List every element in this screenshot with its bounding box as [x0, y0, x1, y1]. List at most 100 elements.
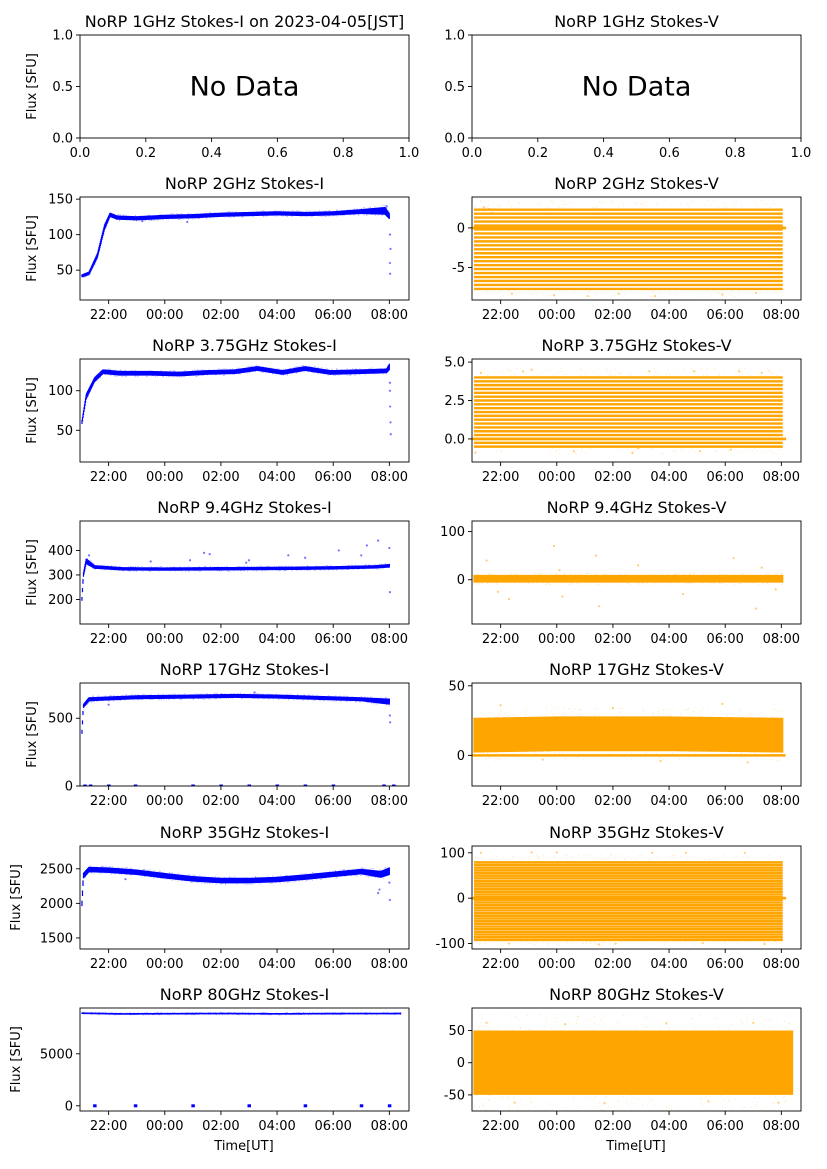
data-zero-mark — [247, 1104, 251, 1108]
x-tick-label: 04:00 — [258, 957, 295, 972]
chart-title: NoRP 3.75GHz Stokes-I — [152, 336, 337, 355]
y-tick-label: 150 — [48, 193, 73, 208]
plot-frame — [79, 520, 410, 625]
panel-data-v2 — [472, 199, 787, 298]
panel-v7: NoRP 80GHz Stokes-V 22:00 00:00 02:00 04:00 0… — [444, 985, 802, 1134]
panel-v4: NoRP 9.4GHz Stokes-V 22:00 00:00 02:00 04:00… — [440, 498, 802, 647]
data-point — [665, 1022, 668, 1025]
data-point — [572, 450, 575, 453]
data-point — [479, 851, 483, 854]
x-tick-label: 22:00 — [482, 632, 519, 647]
data-point — [681, 593, 685, 596]
x-tick-label: 06:00 — [706, 957, 743, 972]
data-point — [603, 1102, 606, 1105]
chart-title: NoRP 3.75GHz Stokes-V — [541, 336, 731, 355]
x-tick-label: 08:00 — [763, 794, 800, 809]
y-tick-label: 50 — [56, 264, 73, 279]
data-point — [541, 758, 544, 761]
data-point — [188, 559, 192, 562]
data-point — [365, 544, 368, 547]
y-tick-label: 100 — [48, 384, 73, 399]
data-point — [513, 1101, 516, 1104]
x-tick-label: 0.2 — [527, 146, 548, 161]
x-tick-label: 00:00 — [146, 470, 183, 485]
x-tick-label: 02:00 — [202, 632, 239, 647]
data-point — [388, 714, 392, 717]
x-tick-label: 00:00 — [146, 308, 183, 323]
data-zero-mark — [107, 784, 111, 786]
y-tick-label: 0.0 — [52, 132, 73, 147]
data-point — [507, 597, 511, 601]
data-point — [496, 590, 499, 593]
y-axis-label: Flux [SFU] — [25, 53, 40, 120]
data-point — [521, 370, 525, 373]
y-tick-label: 100 — [48, 228, 73, 243]
x-tick-label: 04:00 — [258, 632, 295, 647]
data-point — [552, 294, 556, 297]
panel-v5: NoRP 17GHz Stokes-V 22:00 00:00 02:00 04:00 0… — [448, 660, 802, 809]
x-tick-label: 04:00 — [258, 308, 295, 323]
x-tick-label: 0.0 — [70, 146, 91, 161]
data-zero-mark — [247, 784, 251, 786]
panel-v3: NoRP 3.75GHz Stokes-V 22:00 00:00 02:00 04:0… — [444, 336, 802, 485]
data-point — [754, 607, 758, 610]
data-point — [659, 759, 662, 763]
data-point — [707, 1100, 710, 1103]
data-point — [253, 691, 256, 694]
data-point — [561, 595, 564, 598]
data-point — [247, 559, 251, 562]
y-tick-label: 400 — [48, 544, 73, 559]
x-tick-label: 00:00 — [538, 308, 575, 323]
data-point — [388, 233, 392, 236]
data-point — [752, 1021, 755, 1024]
data-point — [388, 591, 392, 594]
chart-title: NoRP 1GHz Stokes-V — [554, 12, 719, 31]
x-tick-label: 06:00 — [314, 470, 351, 485]
data-point — [202, 551, 206, 554]
data-point — [474, 451, 477, 454]
panel-v6: NoRP 35GHz Stokes-V 22:00 00:00 02:00 04:00 0… — [435, 823, 802, 972]
x-tick-label: 22:00 — [482, 308, 519, 323]
data-levels — [473, 208, 783, 291]
panel-data-v5 — [472, 702, 786, 764]
data-point — [388, 898, 392, 902]
panel-data-v7 — [473, 1014, 794, 1111]
data-point — [732, 556, 735, 560]
x-tick-label: 02:00 — [202, 1119, 239, 1134]
y-tick-label: 0.0 — [444, 132, 465, 147]
y-tick-label: 5.0 — [444, 356, 465, 371]
panel-data-i5 — [81, 691, 396, 786]
data-point — [637, 447, 640, 450]
data-halo — [83, 205, 390, 278]
data-band — [473, 1030, 794, 1095]
x-tick-label: 02:00 — [594, 1119, 631, 1134]
y-tick-label: 1500 — [40, 931, 73, 946]
x-tick-label: 22:00 — [90, 308, 127, 323]
y-tick-label: -5 — [452, 261, 465, 276]
data-zero-mark — [331, 784, 336, 786]
data-levels — [473, 376, 783, 448]
data-point — [485, 559, 488, 562]
x-tick-label: 08:00 — [763, 1119, 800, 1134]
plot-frame — [471, 682, 802, 787]
data-point — [729, 448, 732, 451]
data-band — [81, 206, 390, 278]
x-tick-label: 1.0 — [791, 146, 812, 161]
data-point — [124, 878, 127, 881]
y-axis-label: Flux [SFU] — [25, 701, 40, 768]
x-tick-label: 22:00 — [482, 1119, 519, 1134]
data-halo — [82, 692, 390, 713]
x-tick-label: 08:00 — [763, 470, 800, 485]
data-halo — [475, 367, 783, 455]
panel-i4: NoRP 9.4GHz Stokes-I Flux [SFU] 22:00 00:00… — [25, 498, 410, 647]
chart-title: NoRP 17GHz Stokes-V — [549, 660, 724, 679]
data-point — [760, 566, 763, 569]
panel-data-i3 — [81, 363, 392, 436]
data-point — [637, 564, 640, 567]
panel-i3: NoRP 3.75GHz Stokes-I Flux [SFU] 22:00 00:0… — [25, 336, 410, 485]
panel-data-v4 — [473, 544, 784, 610]
data-zero-mark — [382, 784, 386, 786]
x-tick-label: 08:00 — [371, 1119, 408, 1134]
x-tick-label: 22:00 — [90, 1119, 127, 1134]
x-tick-label: 22:00 — [90, 632, 127, 647]
